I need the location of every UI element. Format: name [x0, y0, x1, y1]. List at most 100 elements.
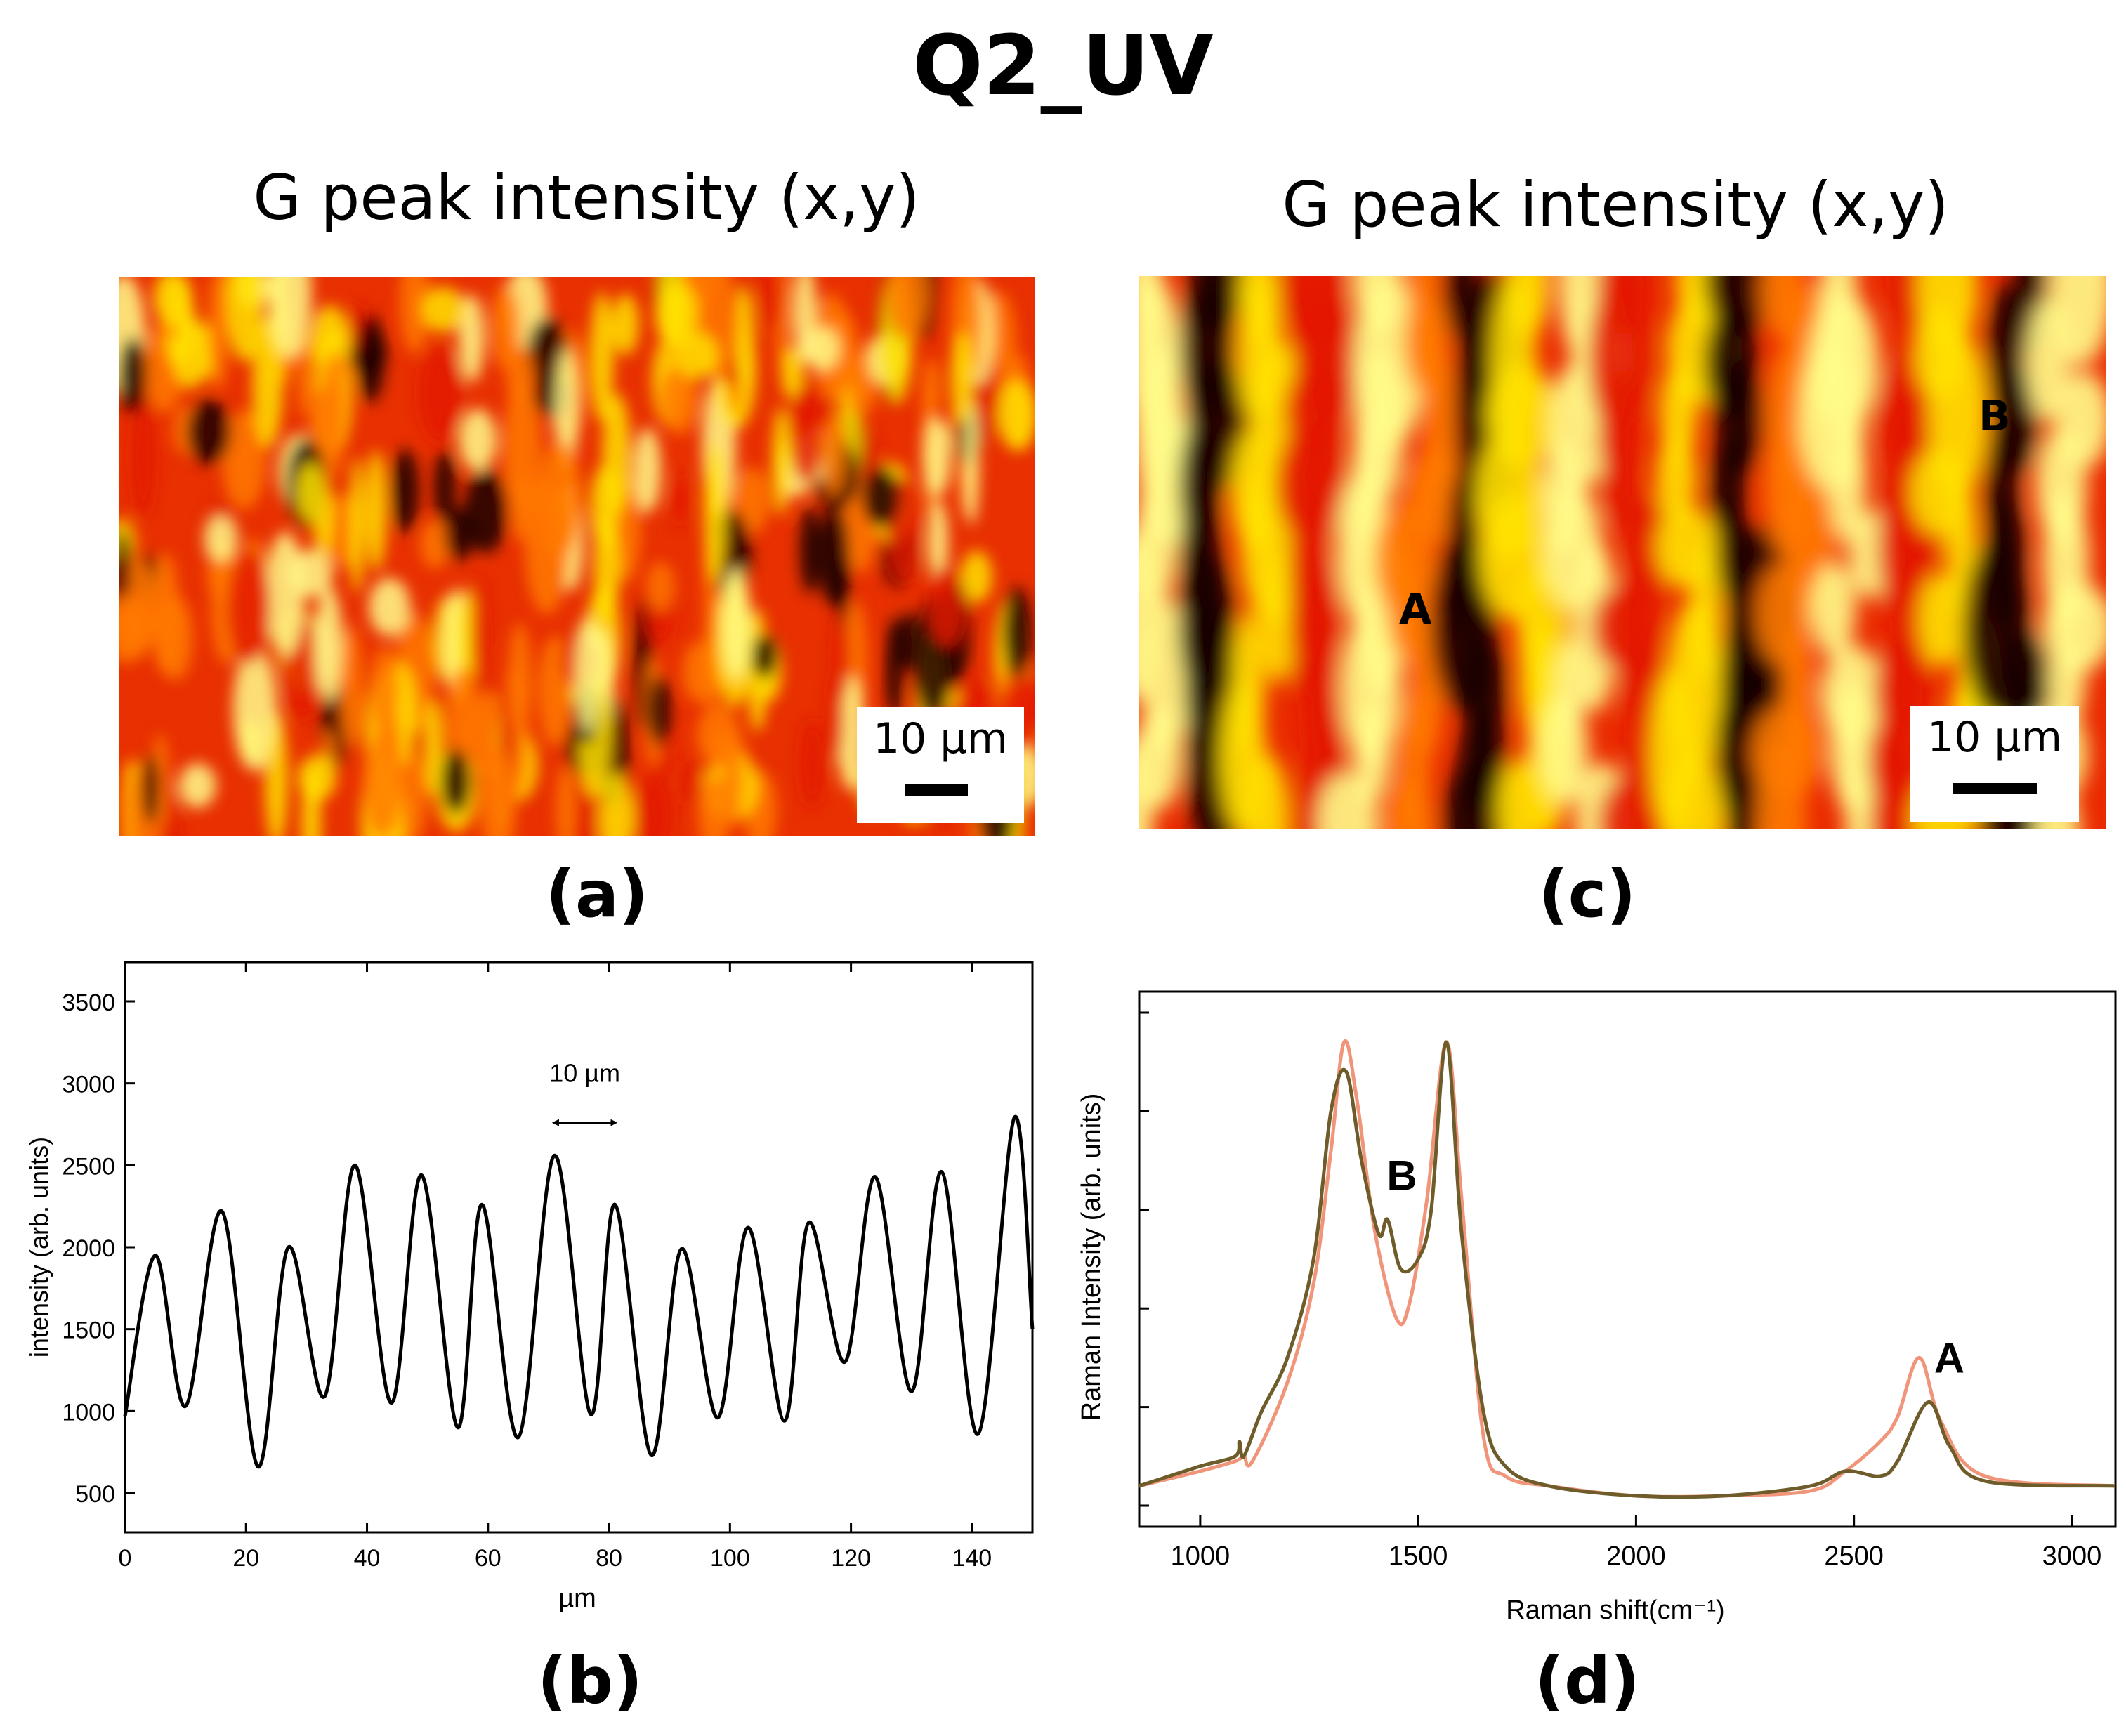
panel-label-d: (d): [1535, 1643, 1640, 1718]
map-a-blob: [268, 277, 312, 360]
chart-d-xtick-label: 1000: [1171, 1541, 1231, 1571]
map-a-blob: [634, 428, 662, 513]
map-a-blob: [459, 408, 497, 471]
map-a-blob: [433, 450, 456, 525]
map-a-blob: [655, 281, 698, 348]
map-a-blob: [672, 473, 688, 527]
map-a-blob: [928, 563, 964, 647]
map-a-blob: [682, 640, 719, 704]
map-c-blob: [1810, 563, 1856, 657]
map-a-blob: [961, 551, 992, 603]
map-a-blob: [862, 467, 900, 528]
chart-d-xtick-label: 3000: [2042, 1541, 2102, 1571]
map-a-blob: [424, 698, 444, 797]
map-a-blob: [472, 575, 488, 692]
chart-b-xtick-label: 60: [475, 1545, 501, 1572]
map-a-blob: [399, 277, 431, 354]
map-c-blob: [1755, 737, 1807, 829]
map-a-blob: [179, 763, 216, 808]
map-a-blob: [950, 332, 973, 424]
map-a-blob: [444, 508, 474, 561]
map-a-blob: [252, 316, 284, 448]
chart-b: 500 1000 1500 2000 2500 3000 3500 0 20 40 60 80 100…: [25, 961, 1035, 1613]
map-a-blob: [834, 513, 849, 638]
map-a-blob: [204, 515, 237, 561]
map-a-blob: [446, 666, 478, 765]
map-a-blob: [150, 553, 180, 675]
chart-d-ylabel: Raman Intensity (arb. units): [1077, 1093, 1106, 1421]
map-a-blob: [226, 277, 264, 362]
map-c-blob: [2048, 636, 2086, 727]
map-a-blob: [704, 442, 726, 583]
map-a-blob: [646, 562, 675, 612]
map-a-blob: [464, 468, 508, 553]
map-a-blob: [928, 500, 949, 584]
map-a-blob: [480, 747, 516, 836]
map-c-title: G peak intensity (x,y): [1282, 169, 1949, 241]
map-c-blob: [1139, 740, 1153, 829]
map-c-blob: [1352, 700, 1391, 804]
map-c-blob: [1496, 758, 1544, 829]
chart-b-xtick-label: 20: [232, 1545, 259, 1572]
chart-d-series-b: [1139, 1040, 2116, 1499]
chart-b-series-line: [123, 1114, 1035, 1469]
map-c-blob: [1662, 753, 1724, 829]
panel-label-c: (c): [1538, 857, 1636, 932]
chart-b-ytick-label: 3500: [62, 989, 115, 1016]
chart-b-frame: [124, 961, 1034, 1534]
chart-b-ytick-label: 3000: [62, 1072, 115, 1098]
chart-b-ytick-label: 1500: [62, 1317, 115, 1344]
chart-b-ylabel: intensity (arb. units): [25, 1137, 53, 1357]
map-a-blob: [527, 317, 567, 387]
map-c-scale-label: 10 µm: [1927, 713, 2063, 762]
map-c-point-a: A: [1399, 585, 1432, 634]
chart-d-annotation-b: B: [1386, 1152, 1417, 1199]
map-a-blob: [207, 277, 229, 391]
map-a-blob: [781, 347, 805, 400]
map-c-blob: [2026, 298, 2071, 423]
chart-b-ytick-label: 2000: [62, 1235, 115, 1262]
map-a-blob: [721, 567, 751, 680]
map-a-blob: [1021, 674, 1035, 733]
map-a-blob: [506, 346, 534, 405]
chart-b-annotation: 10 µm: [549, 1058, 620, 1087]
chart-d-xtick-label: 2000: [1606, 1541, 1666, 1571]
chart-b-ytick-label: 1000: [62, 1399, 115, 1426]
map-a-blob: [391, 449, 419, 533]
map-c-blob: [1539, 695, 1589, 805]
map-c: A B 10 µm: [1139, 276, 2106, 829]
chart-d-xtick-label: 1500: [1389, 1541, 1448, 1571]
map-a-blob: [648, 675, 671, 747]
map-a-blob: [696, 705, 740, 765]
map-a-blob: [420, 520, 450, 569]
map-c-blob: [1442, 756, 1510, 829]
chart-b-xtick-label: 80: [596, 1545, 622, 1572]
map-a-blob: [119, 336, 147, 414]
chart-b-ytick-label: 2500: [62, 1153, 115, 1180]
map-a-blob: [298, 754, 336, 801]
figure-title: Q2_UV: [912, 17, 1214, 114]
map-a-blob: [119, 529, 131, 607]
map-a-blob: [886, 277, 930, 339]
map-a-blob: [735, 287, 754, 386]
map-a-blob: [832, 613, 849, 703]
chart-b-xtick-label: 140: [952, 1545, 992, 1572]
map-a-blob: [575, 615, 600, 733]
map-a-scale-box: 10 µm: [857, 707, 1024, 823]
map-a-blob: [698, 775, 730, 836]
map-a-blob: [556, 763, 577, 836]
chart-b-xtick-label: 100: [710, 1545, 750, 1572]
map-a-scale-bar: [905, 784, 968, 796]
map-c-scale-bar: [1953, 783, 2037, 794]
map-a-blob: [922, 418, 951, 497]
map-c-blob: [1384, 774, 1435, 829]
map-c-blob: [1317, 772, 1379, 829]
map-a-blob: [922, 357, 940, 423]
map-a-blob: [634, 775, 674, 836]
chart-d-series-a: [1139, 1039, 2116, 1499]
map-a-blob: [290, 549, 333, 598]
map-a-blob: [799, 718, 825, 808]
map-a-blob: [772, 407, 791, 515]
map-a-blob: [142, 754, 159, 824]
map-a-blob: [362, 731, 402, 836]
